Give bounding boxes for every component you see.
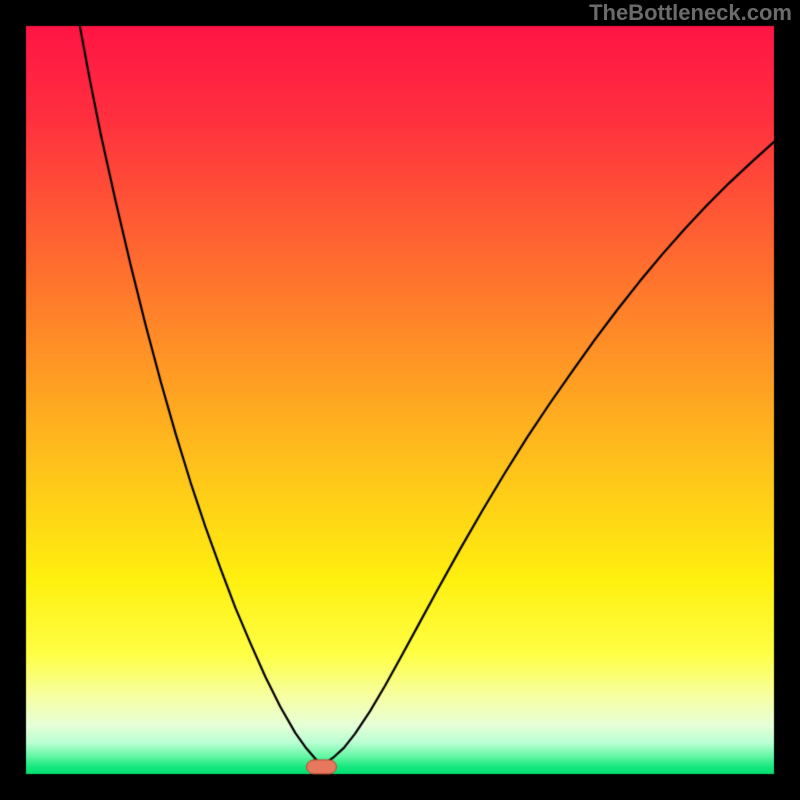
bottleneck-chart (0, 0, 800, 800)
watermark-text: TheBottleneck.com (589, 0, 792, 26)
